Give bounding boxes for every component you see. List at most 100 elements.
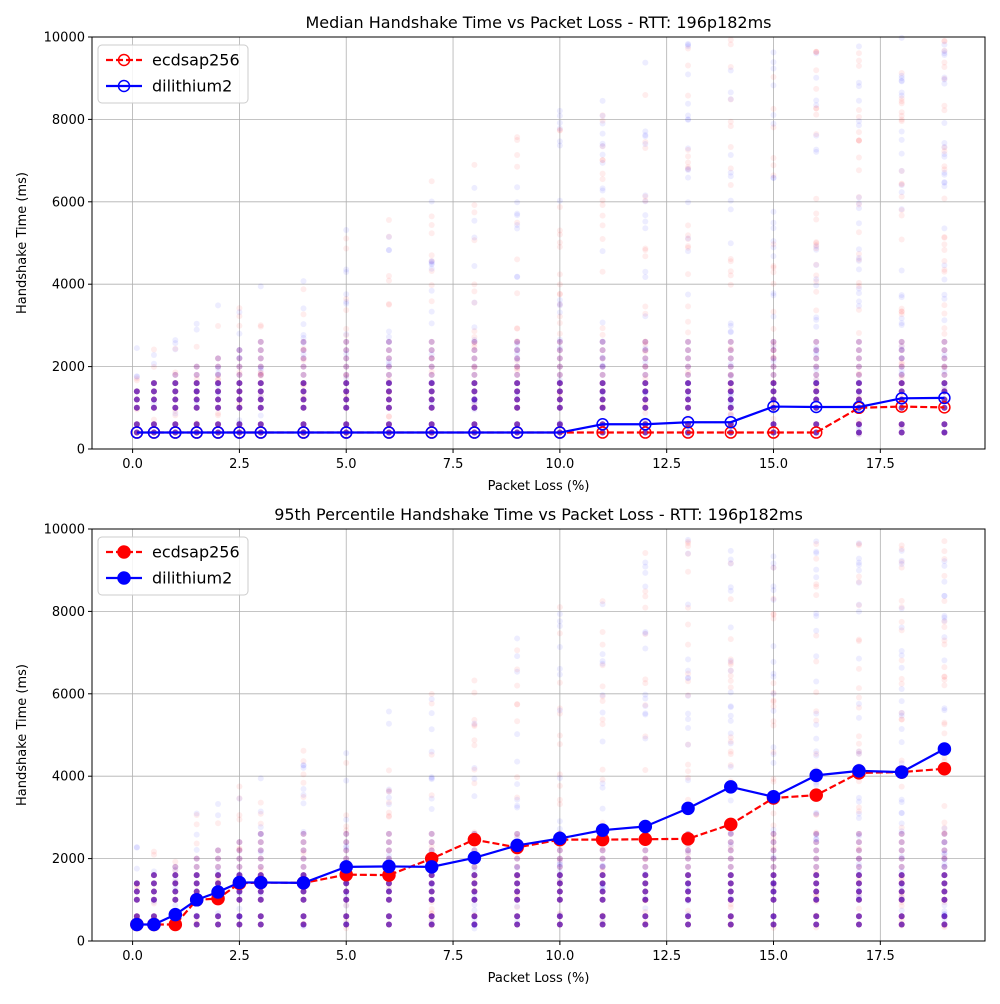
raw-sample-point	[471, 364, 478, 371]
raw-sample-point	[642, 247, 649, 254]
raw-sample-point	[685, 164, 692, 171]
raw-sample-point	[514, 347, 521, 354]
raw-sample-point	[642, 363, 649, 370]
raw-sample-point	[813, 781, 820, 788]
raw-sample-point	[343, 888, 350, 895]
raw-sample-point	[428, 252, 435, 259]
raw-sample-point	[770, 343, 777, 350]
raw-sample-point	[215, 812, 222, 819]
series-line-dilithium2	[136, 396, 945, 434]
raw-sample-point	[471, 388, 478, 395]
raw-sample-point	[428, 265, 435, 272]
raw-sample-point	[599, 805, 606, 812]
raw-sample-point	[813, 388, 820, 395]
x-tick-label: 17.5	[866, 949, 895, 964]
raw-sample-point	[642, 645, 649, 652]
raw-sample-point	[898, 559, 905, 566]
raw-sample-point	[343, 404, 350, 411]
raw-sample-point	[770, 325, 777, 332]
raw-sample-point	[813, 895, 820, 902]
raw-sample-point	[556, 125, 563, 132]
raw-sample-point	[642, 549, 649, 556]
raw-sample-point	[599, 780, 606, 787]
raw-sample-point	[727, 96, 734, 103]
raw-sample-point	[343, 300, 350, 307]
axes-frame	[91, 36, 986, 450]
y-tick-label: 8000	[52, 605, 85, 620]
raw-sample-point	[898, 34, 905, 41]
raw-sample-point	[150, 416, 157, 423]
raw-sample-point	[193, 388, 200, 395]
raw-sample-point	[471, 880, 478, 887]
raw-sample-point	[898, 652, 905, 659]
raw-sample-point	[813, 898, 820, 905]
raw-sample-point	[685, 363, 692, 370]
raw-sample-point	[685, 911, 692, 918]
raw-sample-point	[770, 583, 777, 590]
x-tick-label: 15.0	[759, 457, 788, 472]
raw-sample-point	[770, 888, 777, 895]
raw-sample-point	[385, 880, 392, 887]
raw-sample-point	[941, 41, 948, 48]
raw-sample-point	[471, 237, 478, 244]
raw-sample-point	[855, 748, 862, 755]
raw-sample-point	[941, 225, 948, 232]
raw-sample-point	[343, 816, 350, 823]
raw-sample-point	[471, 888, 478, 895]
raw-sample-point	[193, 380, 200, 387]
raw-sample-point	[385, 830, 392, 837]
x-axis-label: Packet Loss (%)	[488, 971, 590, 986]
raw-sample-point	[855, 338, 862, 345]
raw-sample-point	[685, 347, 692, 354]
raw-sample-point	[642, 404, 649, 411]
raw-sample-point	[471, 689, 478, 696]
raw-sample-point	[556, 338, 563, 345]
raw-sample-point	[642, 896, 649, 903]
raw-sample-point	[770, 380, 777, 387]
raw-sample-point	[941, 421, 948, 428]
raw-sample-point	[770, 847, 777, 854]
raw-sample-point	[727, 322, 734, 329]
raw-sample-point	[642, 132, 649, 139]
raw-sample-point	[150, 421, 157, 428]
raw-sample-point	[685, 538, 692, 545]
raw-sample-point	[813, 548, 820, 555]
raw-sample-point	[300, 339, 307, 346]
raw-sample-point	[193, 419, 200, 426]
raw-sample-point	[300, 388, 307, 395]
raw-sample-point	[855, 256, 862, 263]
raw-sample-point	[556, 710, 563, 717]
raw-sample-point	[471, 925, 478, 932]
raw-sample-point	[813, 272, 820, 279]
raw-sample-point	[685, 896, 692, 903]
raw-sample-point	[941, 371, 948, 378]
raw-sample-point	[642, 404, 649, 411]
data-point-dilithium2	[339, 426, 353, 439]
raw-sample-point	[898, 830, 905, 837]
raw-sample-point	[236, 921, 243, 928]
raw-sample-point	[471, 421, 478, 428]
data-point-ecdsap256	[938, 401, 951, 414]
raw-sample-point	[193, 399, 200, 406]
raw-sample-point	[514, 918, 521, 925]
raw-sample-point	[599, 388, 606, 395]
data-point-dilithium2	[510, 838, 524, 853]
raw-sample-point	[727, 272, 734, 279]
raw-sample-point	[727, 256, 734, 263]
raw-sample-point	[642, 872, 649, 879]
raw-sample-point	[855, 393, 862, 400]
raw-sample-point	[813, 216, 820, 223]
x-tick-label: 2.5	[229, 457, 250, 472]
raw-sample-point	[172, 872, 179, 879]
raw-sample-point	[428, 913, 435, 920]
raw-sample-point	[236, 396, 243, 403]
raw-sample-point	[770, 759, 777, 766]
raw-sample-point	[236, 363, 243, 370]
raw-sample-point	[941, 896, 948, 903]
raw-sample-point	[428, 880, 435, 887]
raw-sample-point	[941, 830, 948, 837]
raw-sample-point	[236, 888, 243, 895]
data-point-ecdsap256	[596, 426, 609, 439]
raw-sample-point	[727, 371, 734, 378]
raw-sample-point	[215, 921, 222, 928]
